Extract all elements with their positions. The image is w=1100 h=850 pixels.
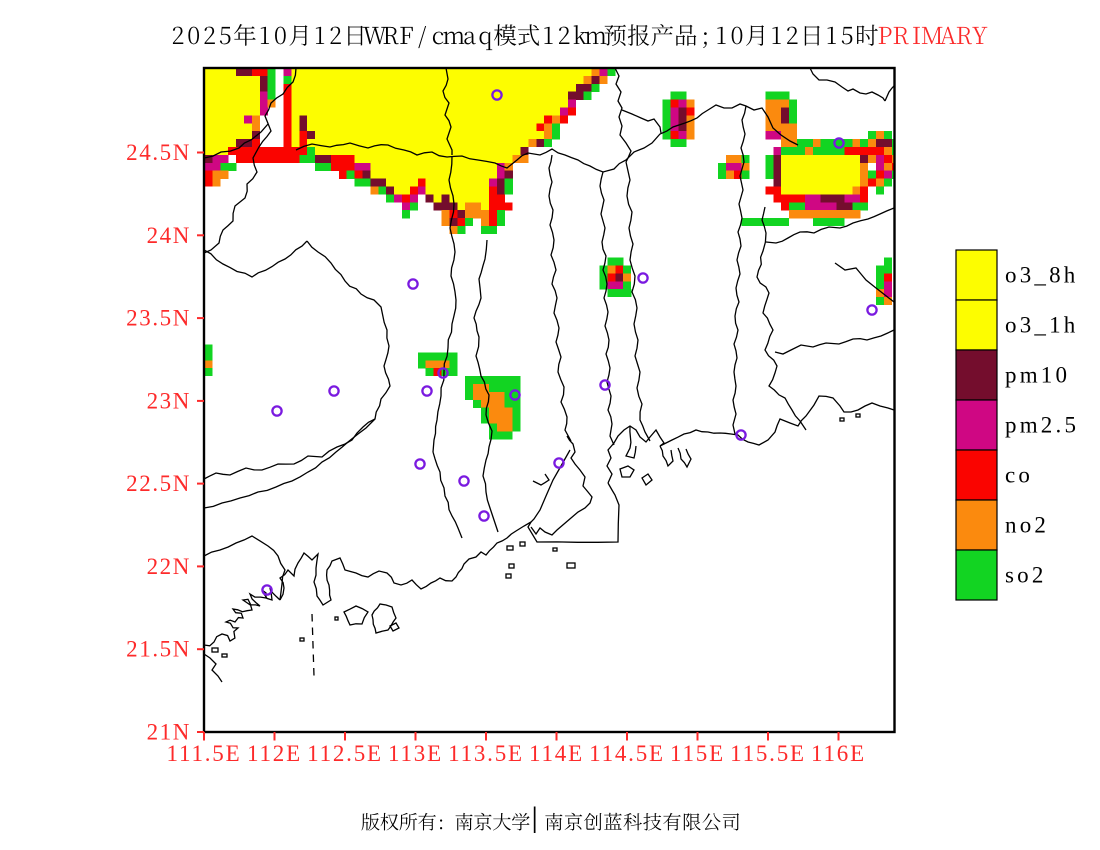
svg-text:o3_1h: o3_1h	[1005, 313, 1079, 338]
svg-text:22.5N: 22.5N	[126, 471, 191, 496]
svg-text:115E: 115E	[670, 741, 725, 766]
svg-text:22N: 22N	[147, 554, 191, 579]
svg-text:23.5N: 23.5N	[126, 306, 191, 331]
svg-text:co: co	[1005, 463, 1033, 488]
svg-text:114E: 114E	[529, 741, 584, 766]
svg-text:21N: 21N	[147, 720, 191, 745]
svg-text:112E: 112E	[247, 741, 302, 766]
svg-text:pm2.5: pm2.5	[1005, 413, 1079, 438]
svg-text:so2: so2	[1005, 563, 1047, 588]
svg-text:pm10: pm10	[1005, 363, 1070, 388]
svg-text:112.5E: 112.5E	[307, 741, 383, 766]
svg-text:113E: 113E	[388, 741, 443, 766]
svg-text:24N: 24N	[147, 223, 191, 248]
svg-text:21.5N: 21.5N	[126, 637, 191, 662]
svg-text:no2: no2	[1005, 513, 1049, 538]
svg-text:116E: 116E	[811, 741, 866, 766]
svg-text:114.5E: 114.5E	[589, 741, 665, 766]
svg-text:23N: 23N	[147, 388, 191, 413]
svg-text:115.5E: 115.5E	[730, 741, 806, 766]
svg-text:o3_8h: o3_8h	[1005, 263, 1079, 288]
svg-text:24.5N: 24.5N	[126, 140, 191, 165]
svg-text:113.5E: 113.5E	[448, 741, 524, 766]
svg-text:111.5E: 111.5E	[167, 741, 242, 766]
